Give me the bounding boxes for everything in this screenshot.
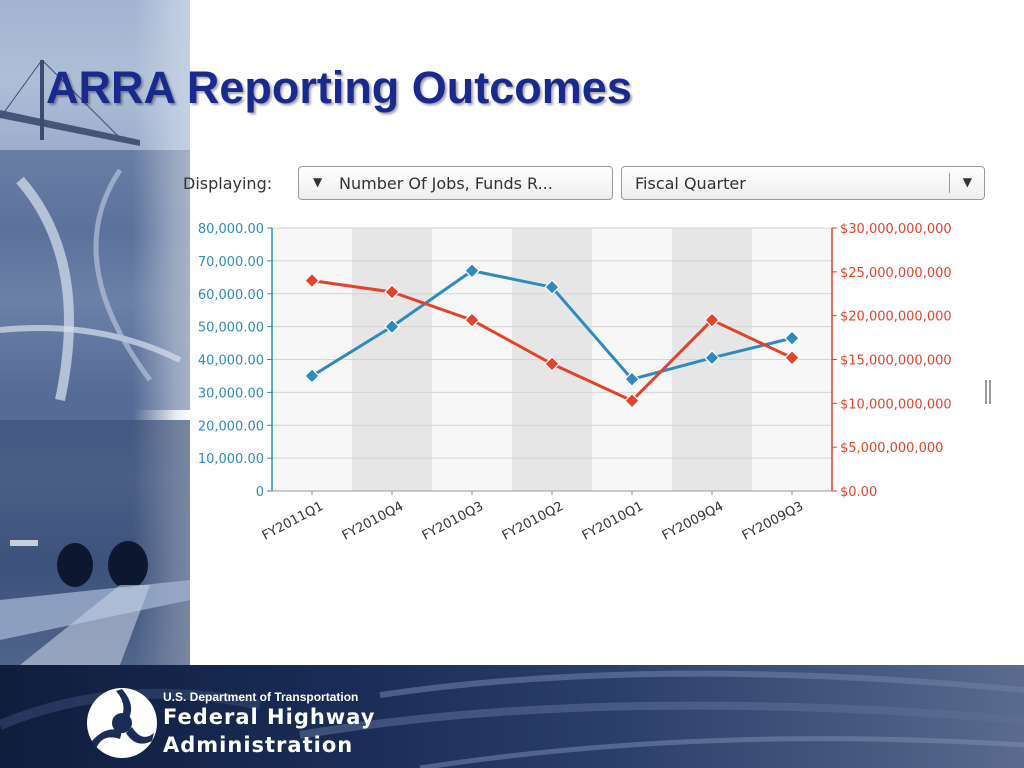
photo-collage	[0, 0, 190, 665]
right-tick-label: $30,000,000,000	[840, 222, 952, 237]
left-tick-label: 40,000.00	[198, 354, 264, 369]
right-axis-ticks: $0.00 $5,000,000,000 $10,000,000,000 $15,00…	[832, 222, 952, 500]
left-tick-label: 70,000.00	[198, 255, 264, 270]
jobs-data-point	[464, 262, 480, 279]
left-tick-label: 0	[256, 485, 264, 500]
jobs-data-point	[624, 371, 640, 388]
left-tick-label: 30,000.00	[198, 386, 264, 401]
right-tick-label: $20,000,000,000	[840, 310, 952, 325]
right-tick-label: $10,000,000,000	[840, 397, 952, 412]
x-axis-ticks: FY2011Q1 FY2010Q4 FY2010Q3 FY2010Q2 FY2010Q1…	[260, 491, 806, 544]
left-axis-ticks: 0 10,000.00 20,000.00 30,000.00 40,000.00 50,…	[198, 222, 272, 500]
funds-data-point	[704, 312, 720, 328]
funds-data-point	[784, 349, 800, 366]
left-photo-strip	[0, 0, 190, 665]
right-tick-label: $15,000,000,000	[840, 354, 952, 369]
triangle-down-icon: ▼	[313, 175, 323, 189]
x-tick-label: FY2010Q2	[500, 499, 566, 544]
footer-banner: U.S. Department of Transportation Federa…	[0, 665, 1024, 768]
funds-data-point	[464, 312, 480, 328]
right-tick-label: $0.00	[840, 485, 877, 500]
right-tick-label: $25,000,000,000	[840, 266, 952, 281]
metric-dropdown[interactable]: ▼ Number Of Jobs, Funds R...	[298, 166, 613, 200]
left-tick-label: 50,000.00	[198, 321, 264, 336]
jobs-data-point	[304, 368, 320, 384]
left-tick-label: 20,000.00	[198, 419, 264, 434]
x-tick-label: FY2010Q1	[580, 499, 646, 544]
left-tick-label: 10,000.00	[198, 452, 264, 467]
right-tick-label: $5,000,000,000	[840, 441, 943, 456]
jobs-data-point	[784, 330, 800, 346]
jobs-data-point	[544, 279, 560, 296]
dropdown-separator	[949, 173, 950, 193]
fhwa-logo	[87, 688, 157, 758]
x-tick-label: FY2009Q4	[660, 499, 726, 544]
jobs-funds-chart: 0 10,000.00 20,000.00 30,000.00 40,000.00 50,…	[198, 222, 991, 544]
department-name: U.S. Department of Transportation	[163, 690, 359, 704]
period-dropdown-value: Fiscal Quarter	[635, 174, 746, 193]
funds-data-point	[624, 392, 640, 409]
jobs-data-point	[384, 318, 400, 335]
period-dropdown[interactable]: Fiscal Quarter ▼	[621, 166, 985, 200]
chart-series	[304, 262, 800, 409]
funds-data-point	[384, 284, 400, 300]
agency-name-line1: Federal Highway	[163, 705, 376, 729]
jobs-data-point	[704, 350, 720, 366]
highway-background	[0, 670, 1024, 768]
scroll-handle[interactable]	[985, 380, 991, 404]
left-tick-label: 60,000.00	[198, 288, 264, 303]
x-tick-label: FY2009Q3	[740, 499, 806, 544]
x-tick-label: FY2010Q3	[420, 499, 486, 544]
left-tick-label: 80,000.00	[198, 222, 264, 237]
metric-dropdown-value: Number Of Jobs, Funds R...	[339, 174, 553, 193]
funds-data-point	[304, 272, 320, 289]
triangle-down-icon[interactable]: ▼	[962, 175, 972, 189]
displaying-label: Displaying:	[183, 174, 273, 193]
agency-name-line2: Administration	[163, 733, 354, 757]
funds-data-point	[544, 356, 560, 372]
x-tick-label: FY2010Q4	[340, 499, 406, 544]
page-title: ARRA Reporting Outcomes	[46, 62, 632, 113]
x-tick-label: FY2011Q1	[260, 499, 326, 544]
